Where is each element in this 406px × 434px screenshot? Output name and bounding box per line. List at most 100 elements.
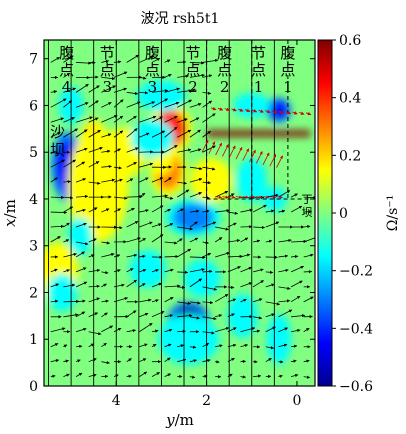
velocity-vector: [139, 132, 150, 138]
velocity-vector: [75, 161, 86, 168]
velocity-vector: [113, 166, 122, 170]
x-axis-title: y/m: [165, 411, 194, 429]
velocity-vector: [189, 129, 201, 138]
velocity-vector: [240, 208, 253, 213]
velocity-vector: [303, 210, 312, 214]
velocity-vector: [113, 71, 128, 78]
velocity-vector: [151, 282, 162, 288]
velocity-vector: [252, 280, 264, 288]
velocity-vector: [88, 331, 102, 336]
velocity-vector: [50, 343, 59, 348]
velocity-vector: [227, 373, 233, 377]
velocity-vector: [177, 89, 192, 93]
velocity-vector: [177, 189, 190, 198]
velocity-vector: [63, 344, 68, 348]
velocity-vector: [101, 76, 116, 81]
velocity-vector: [227, 313, 235, 318]
velocity-vector: [113, 226, 123, 230]
velocity-vector: [101, 164, 112, 169]
velocity-vector: [240, 375, 246, 379]
y-axis-title: x/m: [1, 199, 19, 227]
velocity-vector: [63, 283, 76, 288]
velocity-vector: [177, 238, 183, 243]
velocity-vector: [265, 209, 275, 213]
velocity-vector: [227, 239, 241, 243]
velocity-vector: [126, 268, 134, 273]
velocity-vector: [75, 102, 89, 108]
velocity-vector: [265, 301, 280, 306]
velocity-vector: [177, 148, 192, 153]
velocity-vector: [202, 241, 209, 245]
velocity-vector: [88, 117, 99, 123]
velocity-vector-red: [269, 195, 277, 199]
velocity-vector: [101, 312, 108, 318]
velocity-vector: [214, 293, 229, 303]
y-tick-label: 7: [29, 52, 38, 68]
velocity-vector: [63, 196, 74, 200]
velocity-vector: [101, 85, 116, 93]
velocity-vector: [189, 268, 205, 273]
velocity-vector: [101, 149, 111, 153]
velocity-vector: [278, 209, 286, 213]
velocity-vector: [215, 251, 230, 258]
velocity-vector: [139, 371, 148, 377]
velocity-vector: [189, 61, 205, 65]
velocity-vector-red: [305, 111, 312, 116]
velocity-vector: [139, 221, 153, 228]
velocity-vector-red: [242, 195, 250, 199]
velocity-vector: [253, 316, 263, 320]
velocity-vector-red: [292, 111, 298, 115]
velocity-vector: [164, 73, 172, 78]
section-label-char: 腹: [280, 44, 295, 62]
velocity-vector: [113, 148, 121, 153]
velocity-vector-red: [224, 107, 231, 111]
velocity-vector: [75, 147, 88, 153]
velocity-vector: [189, 359, 197, 363]
velocity-vector: [177, 208, 184, 213]
velocity-vector: [88, 312, 99, 318]
velocity-vector: [88, 207, 98, 213]
section-label-char: 腹: [145, 44, 160, 62]
colorbar-tick-label: 0.6: [339, 33, 361, 49]
velocity-vector: [126, 310, 137, 318]
velocity-vector: [126, 329, 136, 333]
velocity-vector: [303, 359, 310, 363]
velocity-vector: [88, 373, 97, 378]
section-label-char: 点: [280, 61, 295, 79]
velocity-vector: [303, 327, 310, 333]
velocity-vector: [88, 100, 99, 108]
velocity-vector: [113, 115, 124, 123]
velocity-vector: [113, 130, 124, 138]
velocity-vector: [303, 224, 311, 229]
velocity-vector: [75, 222, 87, 228]
colorbar-label: Ω/s⁻¹: [385, 195, 401, 232]
velocity-vector: [50, 327, 66, 333]
velocity-vector-red: [251, 109, 258, 113]
velocity-vector: [177, 74, 189, 78]
section-label-char: 2: [220, 78, 230, 96]
velocity-vector: [113, 374, 119, 378]
velocity-vector: [126, 207, 135, 213]
velocity-vector: [202, 145, 216, 153]
velocity-vector-red: [299, 111, 305, 115]
velocity-vector: [227, 193, 235, 198]
velocity-vector: [227, 298, 237, 303]
velocity-vector: [303, 375, 311, 379]
velocity-vector: [113, 178, 123, 183]
velocity-vector: [189, 221, 198, 228]
velocity-vector: [278, 309, 293, 318]
velocity-vector: [265, 221, 280, 228]
velocity-vector: [202, 196, 210, 200]
velocity-vector: [75, 241, 89, 246]
velocity-vector: [50, 359, 60, 363]
velocity-vector: [88, 85, 100, 93]
velocity-vector: [177, 181, 188, 185]
velocity-vector: [227, 266, 241, 273]
velocity-vector: [63, 100, 73, 108]
velocity-vector: [50, 236, 61, 243]
velocity-vector: [215, 344, 223, 348]
velocity-vector-red: [210, 106, 217, 111]
